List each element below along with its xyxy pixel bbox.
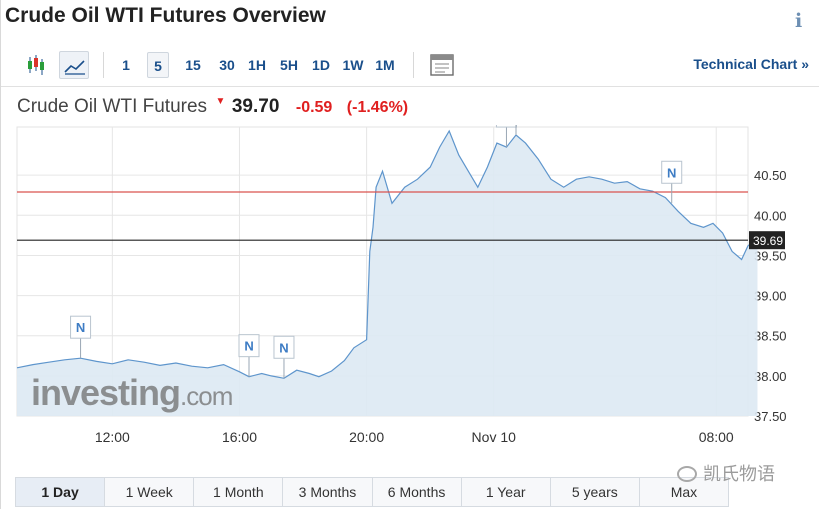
interval-button-1d[interactable]: 1D: [312, 57, 330, 73]
interval-button-1m[interactable]: 1M: [375, 57, 395, 73]
y-tick-label: 39.50: [754, 248, 787, 263]
news-marker[interactable]: N: [495, 125, 517, 128]
price-line: [16, 129, 758, 379]
chart-toolbar: 1 5 15 30 1H 5H 1D 1W 1M Technical Chart »: [17, 48, 817, 84]
price-change: -0.59: [295, 99, 333, 116]
news-calendar-icon[interactable]: [427, 51, 457, 79]
news-marker-box: [273, 335, 295, 359]
interval-button-1h[interactable]: 1H: [248, 57, 266, 73]
price-change-percent: (-1.46%): [346, 99, 409, 116]
news-marker[interactable]: N: [273, 335, 295, 359]
toolbar-separator: [413, 52, 414, 78]
x-tick-label: 20:00: [349, 429, 384, 445]
interval-button-5[interactable]: 5: [147, 52, 169, 78]
period-5-years[interactable]: 5 years: [551, 478, 640, 506]
news-marker-label: N: [667, 165, 676, 180]
news-marker[interactable]: N: [238, 334, 260, 358]
watermark-suffix: .com: [180, 381, 232, 411]
quote-header: Crude Oil WTI Futures ▼ 39.70 -0.59 (-1.…: [17, 96, 408, 122]
wechat-icon: [677, 466, 697, 482]
x-tick-label: 16:00: [222, 429, 257, 445]
y-tick-label: 37.50: [754, 409, 787, 424]
last-price-tag: [749, 231, 785, 250]
wechat-watermark: 凯氏物语: [677, 460, 775, 486]
investing-watermark: investing.com: [31, 372, 232, 413]
period-1-day[interactable]: 1 Day: [16, 478, 106, 506]
news-marker-box: [495, 125, 517, 128]
period-selector: 1 Day 1 Week 1 Month 3 Months 6 Months 1 Year…: [15, 477, 729, 507]
last-price-tag-label: 39.69: [753, 234, 783, 248]
candlestick-icon[interactable]: [21, 51, 51, 79]
news-marker-label: N: [76, 320, 85, 335]
y-tick-label: 38.50: [754, 329, 787, 344]
price-chart[interactable]: 40.50 40.00 39.50 39.00 38.50 38.00 37.50 12:00…: [1, 125, 819, 455]
period-max[interactable]: Max: [670, 484, 698, 500]
news-marker[interactable]: N: [70, 315, 92, 339]
technical-chart-link[interactable]: Technical Chart »: [693, 56, 809, 72]
technical-chart-label: Technical Chart: [693, 56, 798, 72]
news-marker-box: [70, 315, 92, 339]
interval-button-15[interactable]: 15: [185, 57, 201, 73]
price-area-fill: [17, 131, 758, 416]
period-6-months[interactable]: 6 Months: [373, 478, 462, 506]
x-tick-label: 08:00: [699, 429, 734, 445]
news-marker[interactable]: N: [661, 160, 683, 184]
news-marker-box: [238, 334, 260, 358]
y-tick-label: 40.00: [754, 208, 787, 223]
title-row: Crude Oil WTI Futures Overview i: [1, 0, 819, 34]
news-marker-label: N: [279, 340, 288, 355]
double-chevron-right-icon: »: [801, 56, 809, 72]
period-3-months[interactable]: 3 Months: [283, 478, 373, 506]
toolbar-divider: [1, 86, 819, 87]
x-tick-label: 12:00: [95, 429, 130, 445]
interval-button-1w[interactable]: 1W: [342, 57, 364, 73]
news-marker-box: [661, 160, 683, 184]
period-1-month[interactable]: 1 Month: [194, 478, 284, 506]
interval-button-1[interactable]: 1: [122, 57, 130, 73]
watermark-brand: investing: [31, 372, 180, 413]
toolbar-separator: [103, 52, 104, 78]
y-tick-label: 38.00: [754, 369, 787, 384]
watermark-text: 凯氏物语: [703, 464, 775, 484]
page-title: Crude Oil WTI Futures Overview: [5, 4, 326, 27]
instrument-name: Crude Oil WTI Futures: [17, 96, 208, 117]
interval-button-30[interactable]: 30: [219, 57, 235, 73]
interval-button-5h[interactable]: 5H: [280, 57, 298, 73]
x-tick-label: Nov 10: [472, 429, 517, 445]
last-price: 39.70: [231, 96, 280, 117]
price-down-arrow-icon: ▼: [215, 96, 226, 107]
y-tick-label: 39.00: [754, 289, 787, 304]
period-1-week[interactable]: 1 Week: [105, 478, 195, 506]
area-chart-icon[interactable]: [59, 51, 89, 79]
period-1-year[interactable]: 1 Year: [462, 478, 551, 506]
news-marker-label: N: [244, 339, 253, 354]
info-icon[interactable]: i: [795, 10, 803, 32]
y-tick-label: 40.50: [754, 168, 787, 183]
